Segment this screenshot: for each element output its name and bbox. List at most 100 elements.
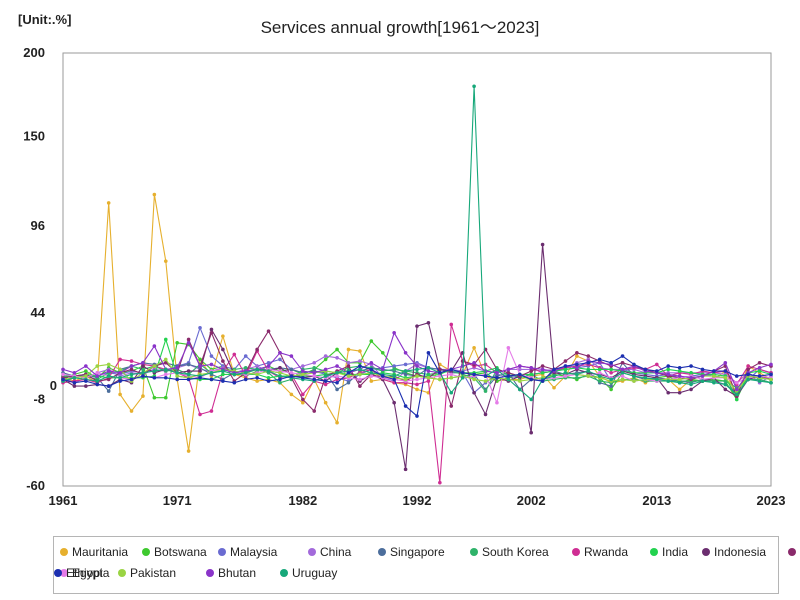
data-point — [346, 347, 351, 352]
y-tick-label: 150 — [23, 128, 45, 143]
data-point — [255, 375, 259, 380]
data-point — [358, 359, 362, 363]
data-point — [586, 354, 591, 358]
data-point — [209, 362, 214, 367]
data-point — [129, 409, 134, 413]
data-point — [529, 369, 533, 373]
data-point — [723, 379, 728, 383]
data-point — [323, 400, 328, 405]
data-point — [438, 370, 442, 375]
data-point — [723, 382, 728, 387]
data-point — [403, 350, 408, 355]
data-point — [403, 372, 408, 377]
data-point — [152, 192, 157, 197]
data-point — [586, 360, 591, 365]
data-point — [163, 337, 168, 342]
data-point — [335, 387, 339, 392]
data-point — [769, 377, 773, 382]
data-point — [620, 360, 625, 365]
data-point — [472, 372, 476, 377]
data-point — [415, 324, 419, 328]
data-point — [506, 377, 511, 382]
data-point — [175, 340, 179, 345]
data-point — [84, 379, 88, 383]
data-point — [186, 340, 191, 345]
data-point — [72, 384, 77, 388]
data-point — [597, 360, 602, 365]
data-point — [426, 375, 431, 380]
data-point — [734, 397, 739, 402]
data-point — [517, 367, 522, 372]
data-point — [757, 365, 762, 370]
data-point — [152, 369, 157, 373]
data-point — [61, 367, 65, 372]
data-point — [689, 382, 693, 387]
data-point — [529, 397, 533, 402]
y-tick-label: 200 — [23, 45, 45, 60]
data-point — [301, 397, 305, 402]
data-point — [415, 382, 419, 387]
data-point — [449, 372, 454, 377]
data-point — [358, 372, 362, 377]
data-point — [495, 370, 499, 375]
data-point — [575, 350, 579, 355]
data-point — [175, 370, 179, 375]
data-point — [335, 370, 339, 375]
data-point — [712, 369, 716, 373]
data-point — [746, 367, 750, 372]
data-point — [278, 374, 282, 378]
data-point — [609, 370, 613, 375]
data-point — [689, 387, 693, 392]
data-point — [666, 364, 671, 368]
data-point — [232, 372, 237, 377]
data-point — [597, 357, 602, 362]
legend-label: South Korea — [482, 545, 549, 559]
data-point — [346, 380, 351, 385]
data-point — [380, 374, 385, 378]
legend-marker — [702, 548, 710, 556]
data-point — [449, 375, 454, 380]
data-point — [689, 370, 693, 375]
data-point — [609, 360, 613, 365]
data-point — [198, 375, 202, 380]
data-point — [266, 329, 271, 333]
data-point — [186, 337, 191, 342]
legend-marker — [206, 569, 214, 577]
data-point — [163, 395, 168, 400]
data-point — [175, 374, 179, 378]
data-point — [597, 367, 602, 372]
data-point — [312, 360, 317, 365]
data-point — [677, 387, 682, 392]
legend-label: Bhutan — [218, 566, 257, 580]
data-point — [712, 380, 716, 385]
legend-item: Indonesia — [702, 545, 766, 559]
data-point — [403, 404, 408, 408]
data-point — [449, 390, 454, 395]
data-point — [540, 379, 545, 383]
legend-marker — [572, 548, 580, 556]
data-point — [426, 365, 431, 370]
legend-item: Ethiopia — [54, 566, 109, 580]
legend-item: South Korea — [470, 545, 549, 559]
data-point — [392, 364, 396, 368]
data-point — [392, 374, 396, 378]
data-point — [483, 412, 488, 417]
data-point — [118, 392, 122, 397]
data-point — [666, 367, 671, 372]
legend-label: Ethiopia — [66, 566, 110, 580]
y-axis-ticks: -60 -8 44 96 150 200 0 — [23, 45, 57, 493]
y-tick-label: -60 — [26, 478, 45, 493]
data-point — [84, 384, 88, 388]
data-point — [449, 322, 454, 327]
data-point — [198, 325, 202, 330]
data-point — [301, 372, 305, 377]
data-point — [152, 344, 157, 348]
data-point — [186, 369, 191, 373]
data-point — [358, 349, 362, 353]
data-point — [472, 390, 476, 395]
data-point — [609, 387, 613, 392]
data-point — [84, 374, 88, 378]
legend-marker — [60, 569, 68, 577]
data-point — [677, 369, 682, 373]
